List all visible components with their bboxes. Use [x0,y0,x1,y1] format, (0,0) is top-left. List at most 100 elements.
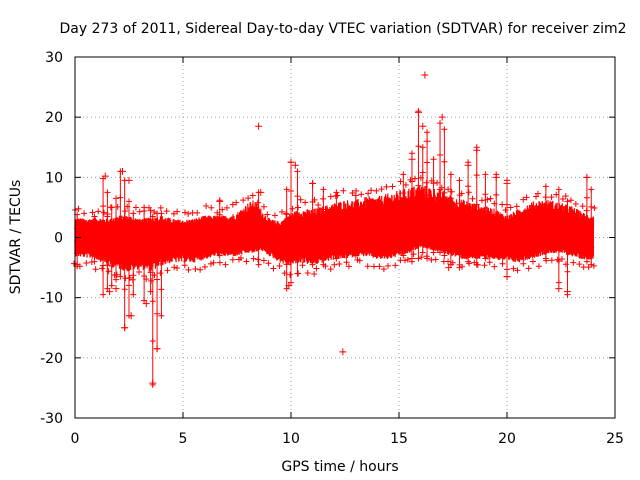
sdtvar-point [229,201,236,208]
sdtvar-point [591,204,598,211]
sdtvar-point [295,204,302,211]
sdtvar-point [309,221,316,228]
sdtvar-point [356,257,363,264]
chart-title: Day 273 of 2011, Sidereal Day-to-day VTE… [60,21,627,37]
sdtvar-point [320,222,327,229]
sdtvar-point [145,204,152,211]
sdtvar-point [456,242,463,249]
sdtvar-point [588,244,595,251]
sdtvar-point [418,254,425,261]
sdtvar-point [229,256,236,263]
sdtvar-outlier [127,312,135,320]
sdtvar-point [588,203,595,210]
sdtvar-point [430,227,437,234]
sdtvar-point [158,286,165,293]
sdtvar-point [243,258,250,265]
sdtvar-point [349,190,356,197]
sdtvar-point [465,210,472,217]
sdtvar-outlier [419,122,427,130]
sdtvar-point [432,256,439,263]
sdtvar-point [203,202,210,209]
sdtvar-point [333,255,340,262]
sdtvar-point [283,211,290,218]
y-tick-label: 30 [45,50,63,66]
sdtvar-outlier [149,379,157,387]
sdtvar-point [520,196,527,203]
sdtvar-point [141,251,148,258]
sdtvar-point [129,276,136,283]
sdtvar-point [441,189,448,196]
sdtvar-outlier [291,161,299,169]
sdtvar-point [376,263,383,270]
sdtvar-point [466,260,473,267]
sdtvar-point [364,263,371,270]
sdtvar-point [465,183,472,190]
sdtvar-point [201,263,208,270]
sdtvar-point [491,200,498,207]
sdtvar-point [222,261,229,268]
sdtvar-point [108,282,115,289]
sdtvar-point [154,243,161,250]
sdtvar-point [493,191,500,198]
sdtvar-point [437,152,444,159]
sdtvar-point [91,245,98,252]
sdtvar-point [320,243,327,250]
sdtvar-point [265,260,272,267]
sdtvar-point [141,272,148,279]
sdtvar-point [294,245,301,252]
sdtvar-point [81,210,88,217]
sdtvar-point [370,263,377,270]
sdtvar-point [255,224,262,231]
sdtvar-point [216,259,223,266]
sdtvar-outlier [257,188,265,196]
x-tick-label: 25 [606,431,624,447]
sdtvar-point [368,187,375,194]
sdtvar-point [295,270,302,277]
sdtvar-point [91,226,98,233]
sdtvar-outlier [414,108,422,116]
sdtvar-point [353,187,360,194]
sdtvar-outlier [309,179,317,187]
sdtvar-point [130,232,137,239]
sdtvar-point [294,193,301,200]
sdtvar-point [89,209,96,216]
sdtvar-point [378,186,385,193]
sdtvar-point [555,279,562,286]
sdtvar-point [104,262,111,269]
sdtvar-point [554,256,561,263]
sdtvar-point [585,264,592,271]
sdtvar-point [583,258,590,265]
sdtvar-point [385,262,392,269]
sdtvar-point [91,236,98,243]
sdtvar-point [402,181,409,188]
sdtvar-outlier [563,288,571,296]
sdtvar-point [104,189,111,196]
sdtvar-outlier [555,285,563,293]
sdtvar-point [254,199,261,206]
sdtvar-point [333,221,340,228]
sdtvar-point [424,222,431,229]
sdtvar-point [132,204,139,211]
sdtvar-outlier [503,273,511,281]
sdtvar-point [151,272,158,279]
sdtvar-point [276,262,283,269]
sdtvar-point [237,255,244,262]
sdtvar-outlier [101,172,109,180]
sdtvar-point [249,192,256,199]
sdtvar-point [576,261,583,268]
sdtvar-point [113,237,120,244]
sdtvar-point [289,205,296,212]
sdtvar-point [320,186,327,193]
y-tick-label: -30 [40,411,63,427]
sdtvar-point [352,238,359,245]
sdtvar-point [473,231,480,238]
sdtvar-point [264,211,271,218]
sdtvar-outlier [408,155,416,163]
sdtvar-point [113,216,120,223]
sdtvar-point [424,159,431,166]
sdtvar-point [567,197,574,204]
y-tick-label: 0 [54,231,63,247]
sdtvar-point [126,256,132,263]
sdtvar-point [255,256,262,263]
